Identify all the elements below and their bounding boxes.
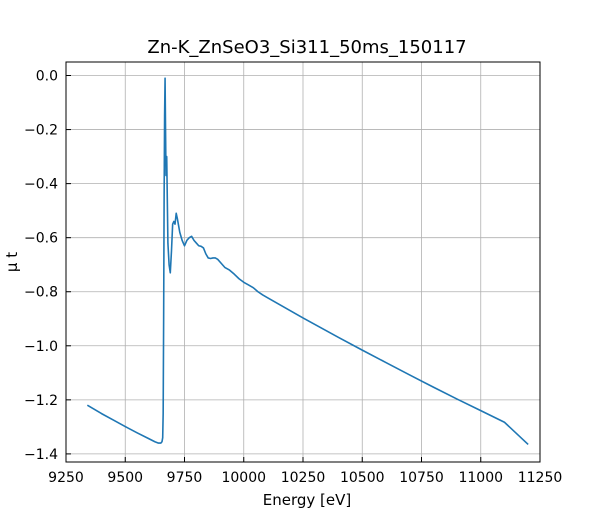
grid (65, 62, 541, 462)
ticks: 9250 9500 9750 10000 10250 10500 10750 11000 112… (24, 69, 562, 486)
y-tick-label: −1.4 (24, 447, 58, 463)
y-tick-label: −0.6 (24, 231, 58, 247)
series-layer (86, 77, 529, 446)
x-tick-label: 11000 (458, 470, 503, 486)
x-axis-label: Energy [eV] (263, 491, 351, 509)
y-tick-label: −1.0 (24, 339, 58, 355)
y-tick-label: −1.2 (24, 393, 58, 409)
x-tick-label: 10000 (221, 470, 266, 486)
x-tick-label: 9250 (48, 470, 84, 486)
x-tick-label: 10250 (281, 470, 326, 486)
x-tick-label: 9500 (107, 470, 143, 486)
x-tick-label: 11250 (518, 470, 563, 486)
y-tick-label: −0.8 (24, 285, 58, 301)
x-tick-label: 10500 (340, 470, 385, 486)
y-tick-label: −0.4 (24, 177, 58, 193)
y-axis-label: μ t (3, 252, 21, 272)
y-tick-label: 0.0 (36, 69, 58, 85)
x-tick-label: 9750 (167, 470, 203, 486)
y-tick-label: −0.2 (24, 123, 58, 139)
chart-title: Zn-K_ZnSeO3_Si311_50ms_150117 (147, 37, 466, 58)
x-tick-label: 10750 (399, 470, 444, 486)
series-line (86, 77, 529, 446)
